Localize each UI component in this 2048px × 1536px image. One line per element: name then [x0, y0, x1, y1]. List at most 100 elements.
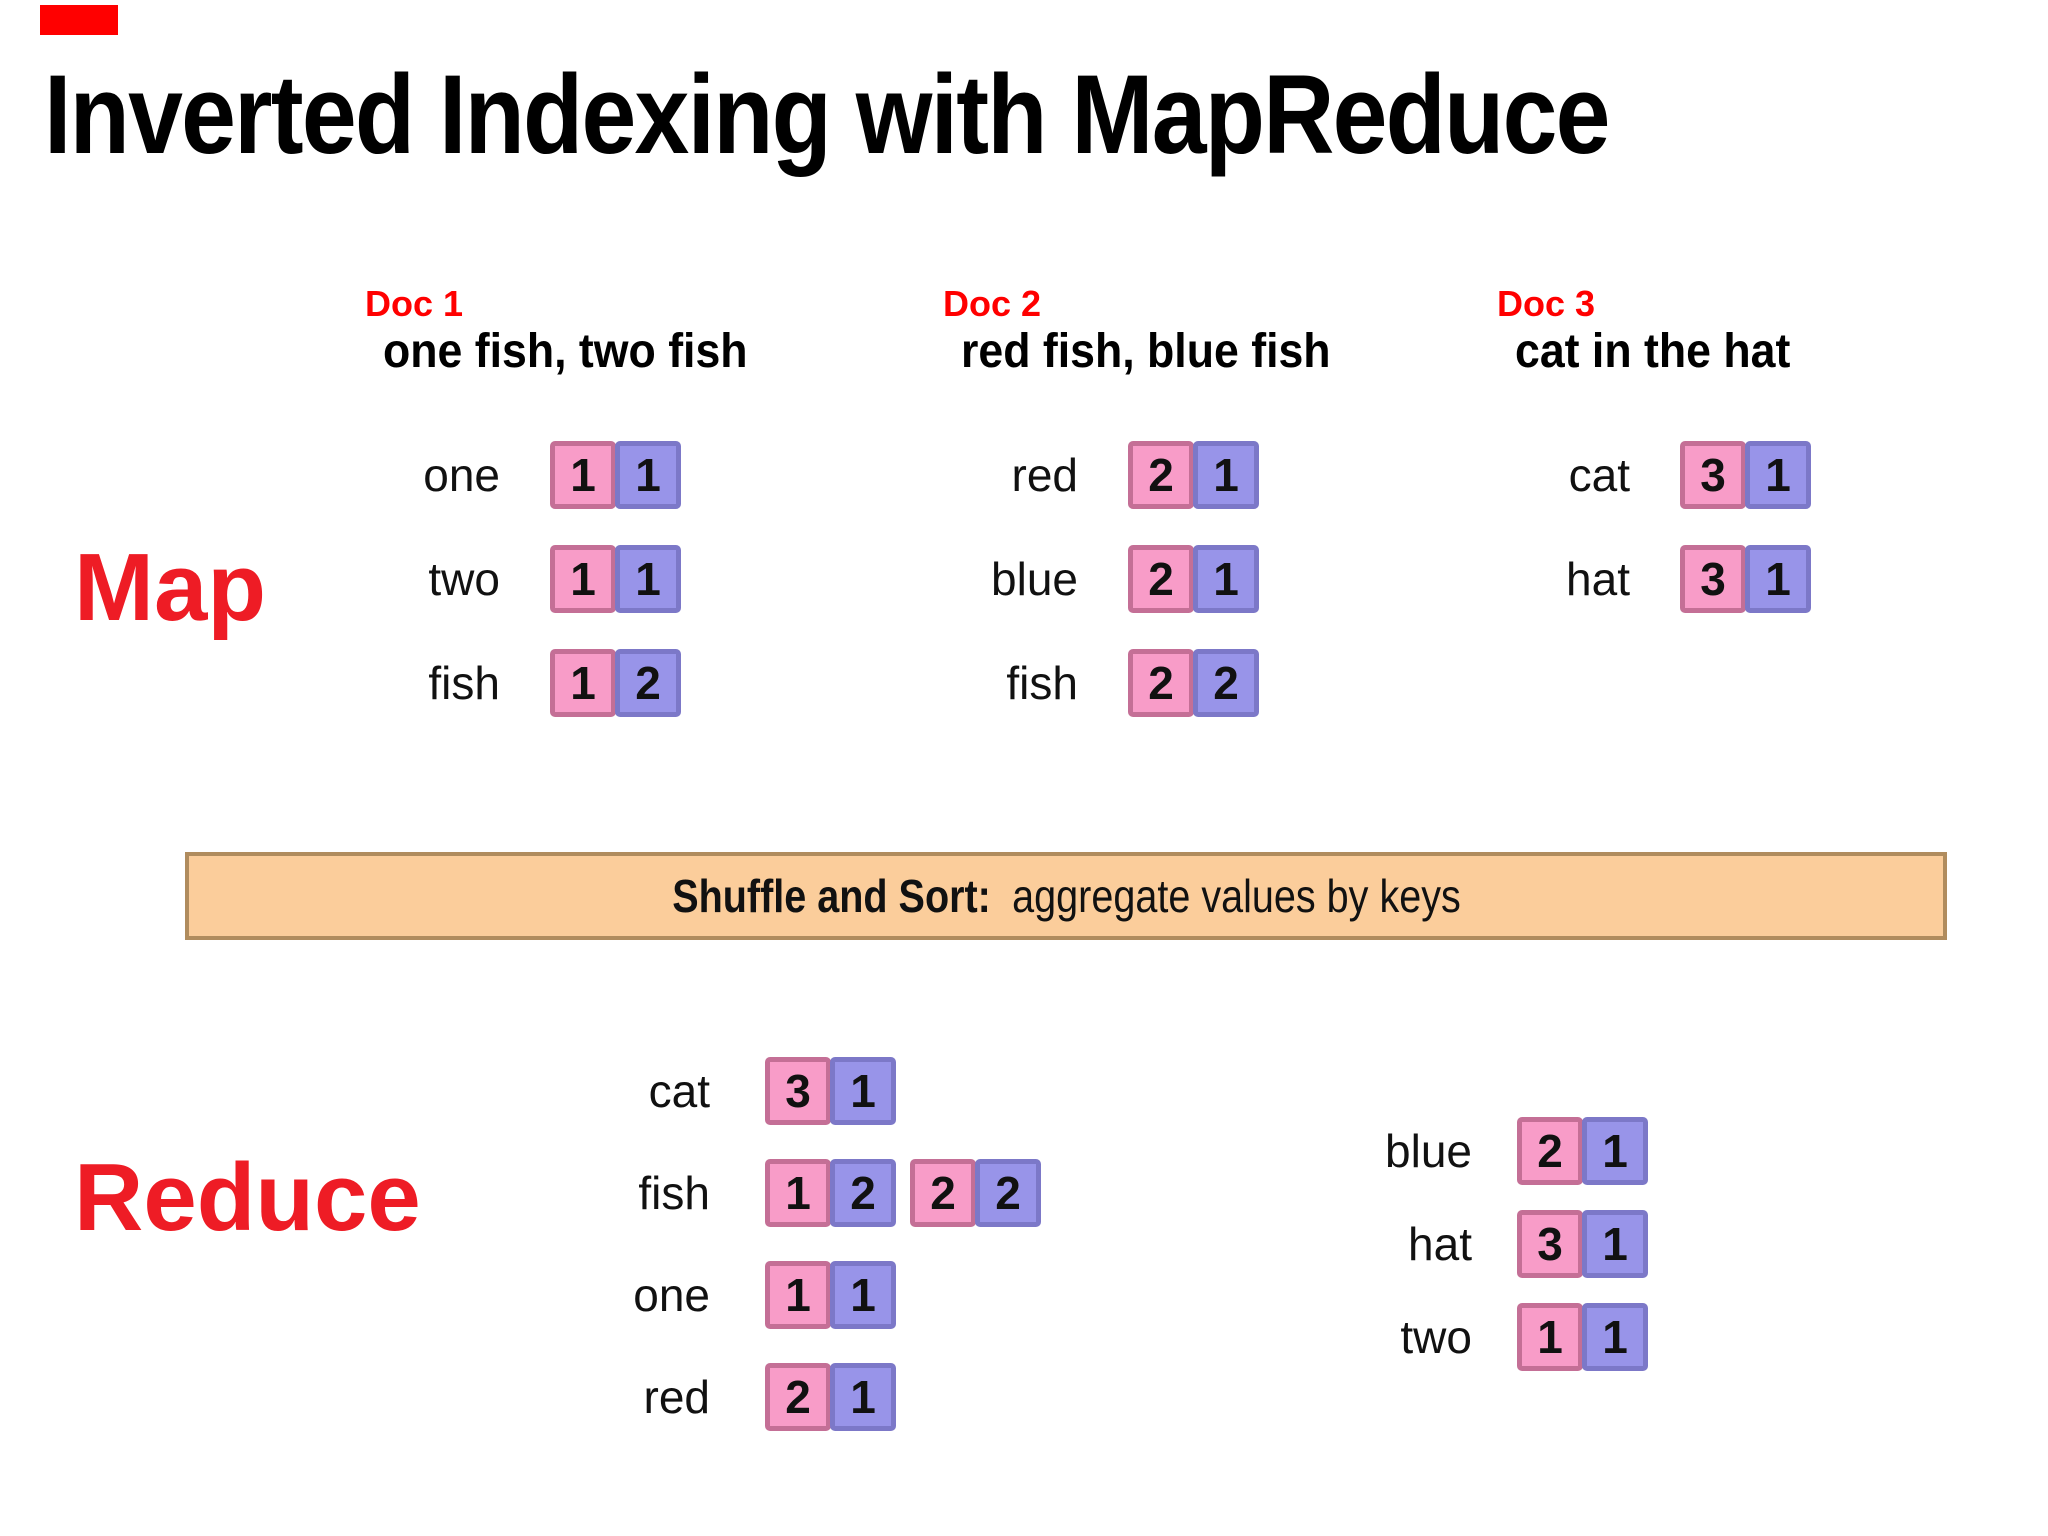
word-label: two — [1400, 1311, 1472, 1363]
key-value-pair: 1 1 — [1517, 1303, 1648, 1371]
slide-title: Inverted Indexing with MapReduce — [44, 52, 1610, 177]
kv-row: blue 2 1 — [1342, 1117, 1648, 1185]
count-cell: 1 — [1582, 1117, 1648, 1185]
map-doc1-pairs: one 1 1 two 1 1 fish 1 2 — [370, 441, 681, 753]
shuffle-sort-text: Shuffle and Sort: aggregate values by ke… — [672, 869, 1461, 923]
doc3-header: Doc 3 cat in the hat — [1497, 283, 1811, 380]
doc1-label: Doc 1 — [365, 283, 464, 324]
doc3-title: cat in the hat — [1515, 325, 1791, 379]
kv-row: one 1 1 — [580, 1261, 1041, 1329]
kv-row: fish 1 2 — [370, 649, 681, 717]
kv-row: cat 3 1 — [580, 1057, 1041, 1125]
word-label: cat — [1568, 449, 1630, 501]
key-value-pair: 2 1 — [765, 1363, 896, 1431]
count-cell: 2 — [615, 649, 681, 717]
doc2-label: Doc 2 — [943, 283, 1042, 324]
docid-cell: 2 — [1517, 1117, 1583, 1185]
count-cell: 1 — [1193, 441, 1259, 509]
word-label: one — [423, 449, 500, 501]
key-value-pair: 1 2 — [550, 649, 681, 717]
kv-row: blue 2 1 — [948, 545, 1259, 613]
key-value-pair: 1 1 — [550, 545, 681, 613]
docid-cell: 1 — [1517, 1303, 1583, 1371]
word-label: red — [1011, 449, 1078, 501]
word-label: one — [633, 1269, 710, 1321]
count-cell: 1 — [615, 441, 681, 509]
map-doc3-pairs: cat 3 1 hat 3 1 — [1500, 441, 1811, 649]
key-value-pair: 2 1 — [1128, 545, 1259, 613]
key-value-pair: 1 2 — [765, 1159, 896, 1227]
key-value-pair: 2 1 — [1128, 441, 1259, 509]
docid-cell: 3 — [1680, 545, 1746, 613]
docid-cell: 2 — [765, 1363, 831, 1431]
word-label: blue — [991, 553, 1078, 605]
docid-cell: 3 — [1517, 1210, 1583, 1278]
kv-row: two 1 1 — [1342, 1303, 1648, 1371]
kv-row: fish 2 2 — [948, 649, 1259, 717]
count-cell: 1 — [830, 1261, 896, 1329]
reduce-left-column: cat 3 1 fish 1 2 2 2 one 1 1 red — [580, 1057, 1041, 1465]
doc3-label: Doc 3 — [1497, 283, 1596, 324]
shuffle-sort-bold-text: Shuffle and Sort: — [671, 870, 991, 922]
docid-cell: 2 — [1128, 545, 1194, 613]
map-doc2-pairs: red 2 1 blue 2 1 fish 2 2 — [948, 441, 1259, 753]
key-value-pair: 2 1 — [1517, 1117, 1648, 1185]
docid-cell: 2 — [1128, 649, 1194, 717]
kv-row: fish 1 2 2 2 — [580, 1159, 1041, 1227]
docid-cell: 2 — [910, 1159, 976, 1227]
kv-row: cat 3 1 — [1500, 441, 1811, 509]
kv-row: hat 3 1 — [1342, 1210, 1648, 1278]
count-cell: 1 — [1582, 1210, 1648, 1278]
word-label: blue — [1385, 1125, 1472, 1177]
shuffle-sort-banner: Shuffle and Sort: aggregate values by ke… — [185, 852, 1947, 940]
key-value-pair: 3 1 — [765, 1057, 896, 1125]
doc1-header: Doc 1 one fish, two fish — [365, 283, 775, 380]
docid-cell: 1 — [550, 441, 616, 509]
word-label: two — [428, 553, 500, 605]
count-cell: 1 — [615, 545, 681, 613]
count-cell: 2 — [830, 1159, 896, 1227]
key-value-pair: 3 1 — [1680, 441, 1811, 509]
word-label: fish — [638, 1167, 710, 1219]
key-value-pair: 3 1 — [1680, 545, 1811, 613]
key-value-pair: 2 2 — [910, 1159, 1041, 1227]
shuffle-sort-rest-text: aggregate values by keys — [1011, 870, 1461, 922]
docid-cell: 2 — [1128, 441, 1194, 509]
doc2-title: red fish, blue fish — [961, 325, 1331, 379]
word-label: red — [643, 1371, 710, 1423]
count-cell: 1 — [1745, 441, 1811, 509]
reduce-right-column: blue 2 1 hat 3 1 two 1 1 — [1342, 1117, 1648, 1396]
word-label: fish — [1006, 657, 1078, 709]
count-cell: 1 — [1193, 545, 1259, 613]
word-label: hat — [1566, 553, 1630, 605]
key-value-pair: 1 1 — [765, 1261, 896, 1329]
kv-row: one 1 1 — [370, 441, 681, 509]
kv-row: two 1 1 — [370, 545, 681, 613]
key-value-pair: 2 2 — [1128, 649, 1259, 717]
count-cell: 1 — [830, 1363, 896, 1431]
word-label: fish — [428, 657, 500, 709]
word-label: hat — [1408, 1218, 1472, 1270]
docid-cell: 3 — [765, 1057, 831, 1125]
doc1-title: one fish, two fish — [383, 325, 748, 379]
docid-cell: 3 — [1680, 441, 1746, 509]
map-phase-label: Map — [74, 534, 266, 641]
doc2-header: Doc 2 red fish, blue fish — [943, 283, 1358, 380]
count-cell: 1 — [1582, 1303, 1648, 1371]
slide-corner-marker — [40, 5, 118, 35]
count-cell: 1 — [830, 1057, 896, 1125]
count-cell: 2 — [975, 1159, 1041, 1227]
count-cell: 2 — [1193, 649, 1259, 717]
count-cell: 1 — [1745, 545, 1811, 613]
docid-cell: 1 — [765, 1159, 831, 1227]
docid-cell: 1 — [550, 545, 616, 613]
word-label: cat — [648, 1065, 710, 1117]
kv-row: red 2 1 — [948, 441, 1259, 509]
docid-cell: 1 — [550, 649, 616, 717]
key-value-pair: 3 1 — [1517, 1210, 1648, 1278]
docid-cell: 1 — [765, 1261, 831, 1329]
reduce-phase-label: Reduce — [74, 1144, 421, 1251]
kv-row: hat 3 1 — [1500, 545, 1811, 613]
kv-row: red 2 1 — [580, 1363, 1041, 1431]
